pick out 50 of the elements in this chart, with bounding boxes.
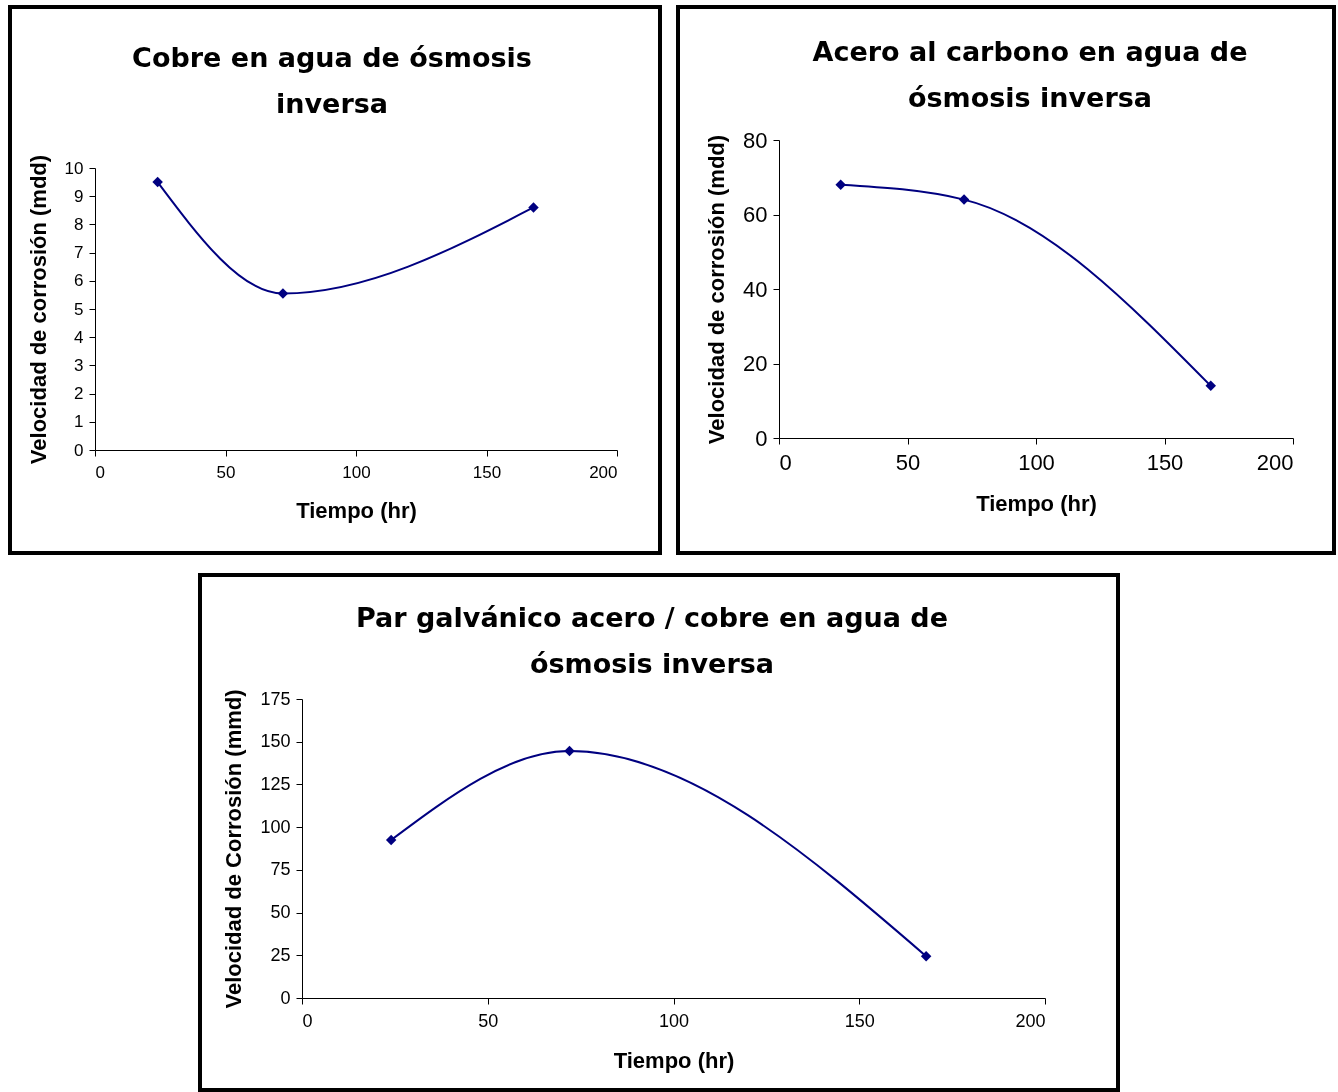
y-tick-label: 7	[74, 243, 84, 263]
x-tick-label: 100	[1018, 449, 1055, 475]
y-tick-label: 3	[74, 355, 84, 375]
point	[528, 202, 539, 213]
x-tick-label: 0	[95, 462, 105, 482]
y-tick-label: 0	[280, 987, 291, 1008]
x-tick-label: 50	[895, 449, 921, 475]
x-tick-label: 100	[658, 1010, 690, 1031]
chart-title: Acero al carbono en agua de ósmosis inversa	[811, 35, 1249, 115]
x-tick-label: 50	[478, 1010, 499, 1031]
y-tick-label: 20	[743, 351, 768, 376]
y-tick-label: 4	[74, 327, 84, 347]
x-tick-label: 150	[472, 462, 502, 482]
x-tick-label: 0	[779, 449, 792, 475]
x-tick-label: 0	[302, 1010, 313, 1031]
x-tick-label: 50	[216, 462, 236, 482]
y-tick-label: 60	[743, 202, 768, 227]
y-axis-title: Velocidad de corrosión (mdd)	[25, 154, 51, 465]
y-tick-label: 40	[743, 276, 768, 302]
y-tick-label: 100	[260, 816, 291, 837]
x-tick-label: 200	[1015, 1010, 1046, 1031]
x-tick-label: 200	[589, 462, 618, 482]
point	[277, 288, 289, 299]
x-axis-title: Tiempo (hr)	[296, 497, 417, 523]
x-tick-label: 100	[342, 462, 371, 482]
y-tick-label: 0	[755, 425, 768, 451]
x-tick-label: 150	[1146, 449, 1184, 475]
y-tick-label: 175	[260, 688, 291, 709]
x-axis-title: Tiempo (hr)	[613, 1047, 735, 1073]
y-tick-label: 2	[74, 384, 84, 404]
y-tick-label: 125	[260, 773, 291, 794]
y-tick-label: 9	[74, 186, 84, 206]
x-tick-label: 150	[844, 1010, 875, 1031]
y-tick-label: 25	[270, 944, 291, 965]
y-tick-label: 5	[74, 299, 84, 319]
y-axis-title: Velocidad de Corrosión (mmd)	[221, 689, 247, 1009]
y-tick-label: 80	[743, 127, 768, 153]
y-tick-label: 1	[74, 412, 84, 432]
y-tick-label: 10	[64, 158, 84, 178]
y-tick-label: 75	[270, 859, 291, 880]
point	[152, 176, 163, 188]
chart-title: Cobre en agua de ósmosis inversa	[131, 41, 533, 121]
y-tick-label: 150	[260, 731, 291, 752]
y-axis-title: Velocidad de corrosión (mdd)	[704, 134, 730, 445]
y-tick-label: 6	[74, 271, 84, 291]
x-tick-label: 200	[1256, 449, 1294, 475]
chart-title: Par galvánico acero / cobre en agua de ósmosis inversa	[355, 601, 949, 681]
y-tick-label: 8	[74, 214, 84, 234]
y-tick-label: 50	[270, 902, 291, 923]
x-axis-title: Tiempo (hr)	[976, 490, 1097, 516]
